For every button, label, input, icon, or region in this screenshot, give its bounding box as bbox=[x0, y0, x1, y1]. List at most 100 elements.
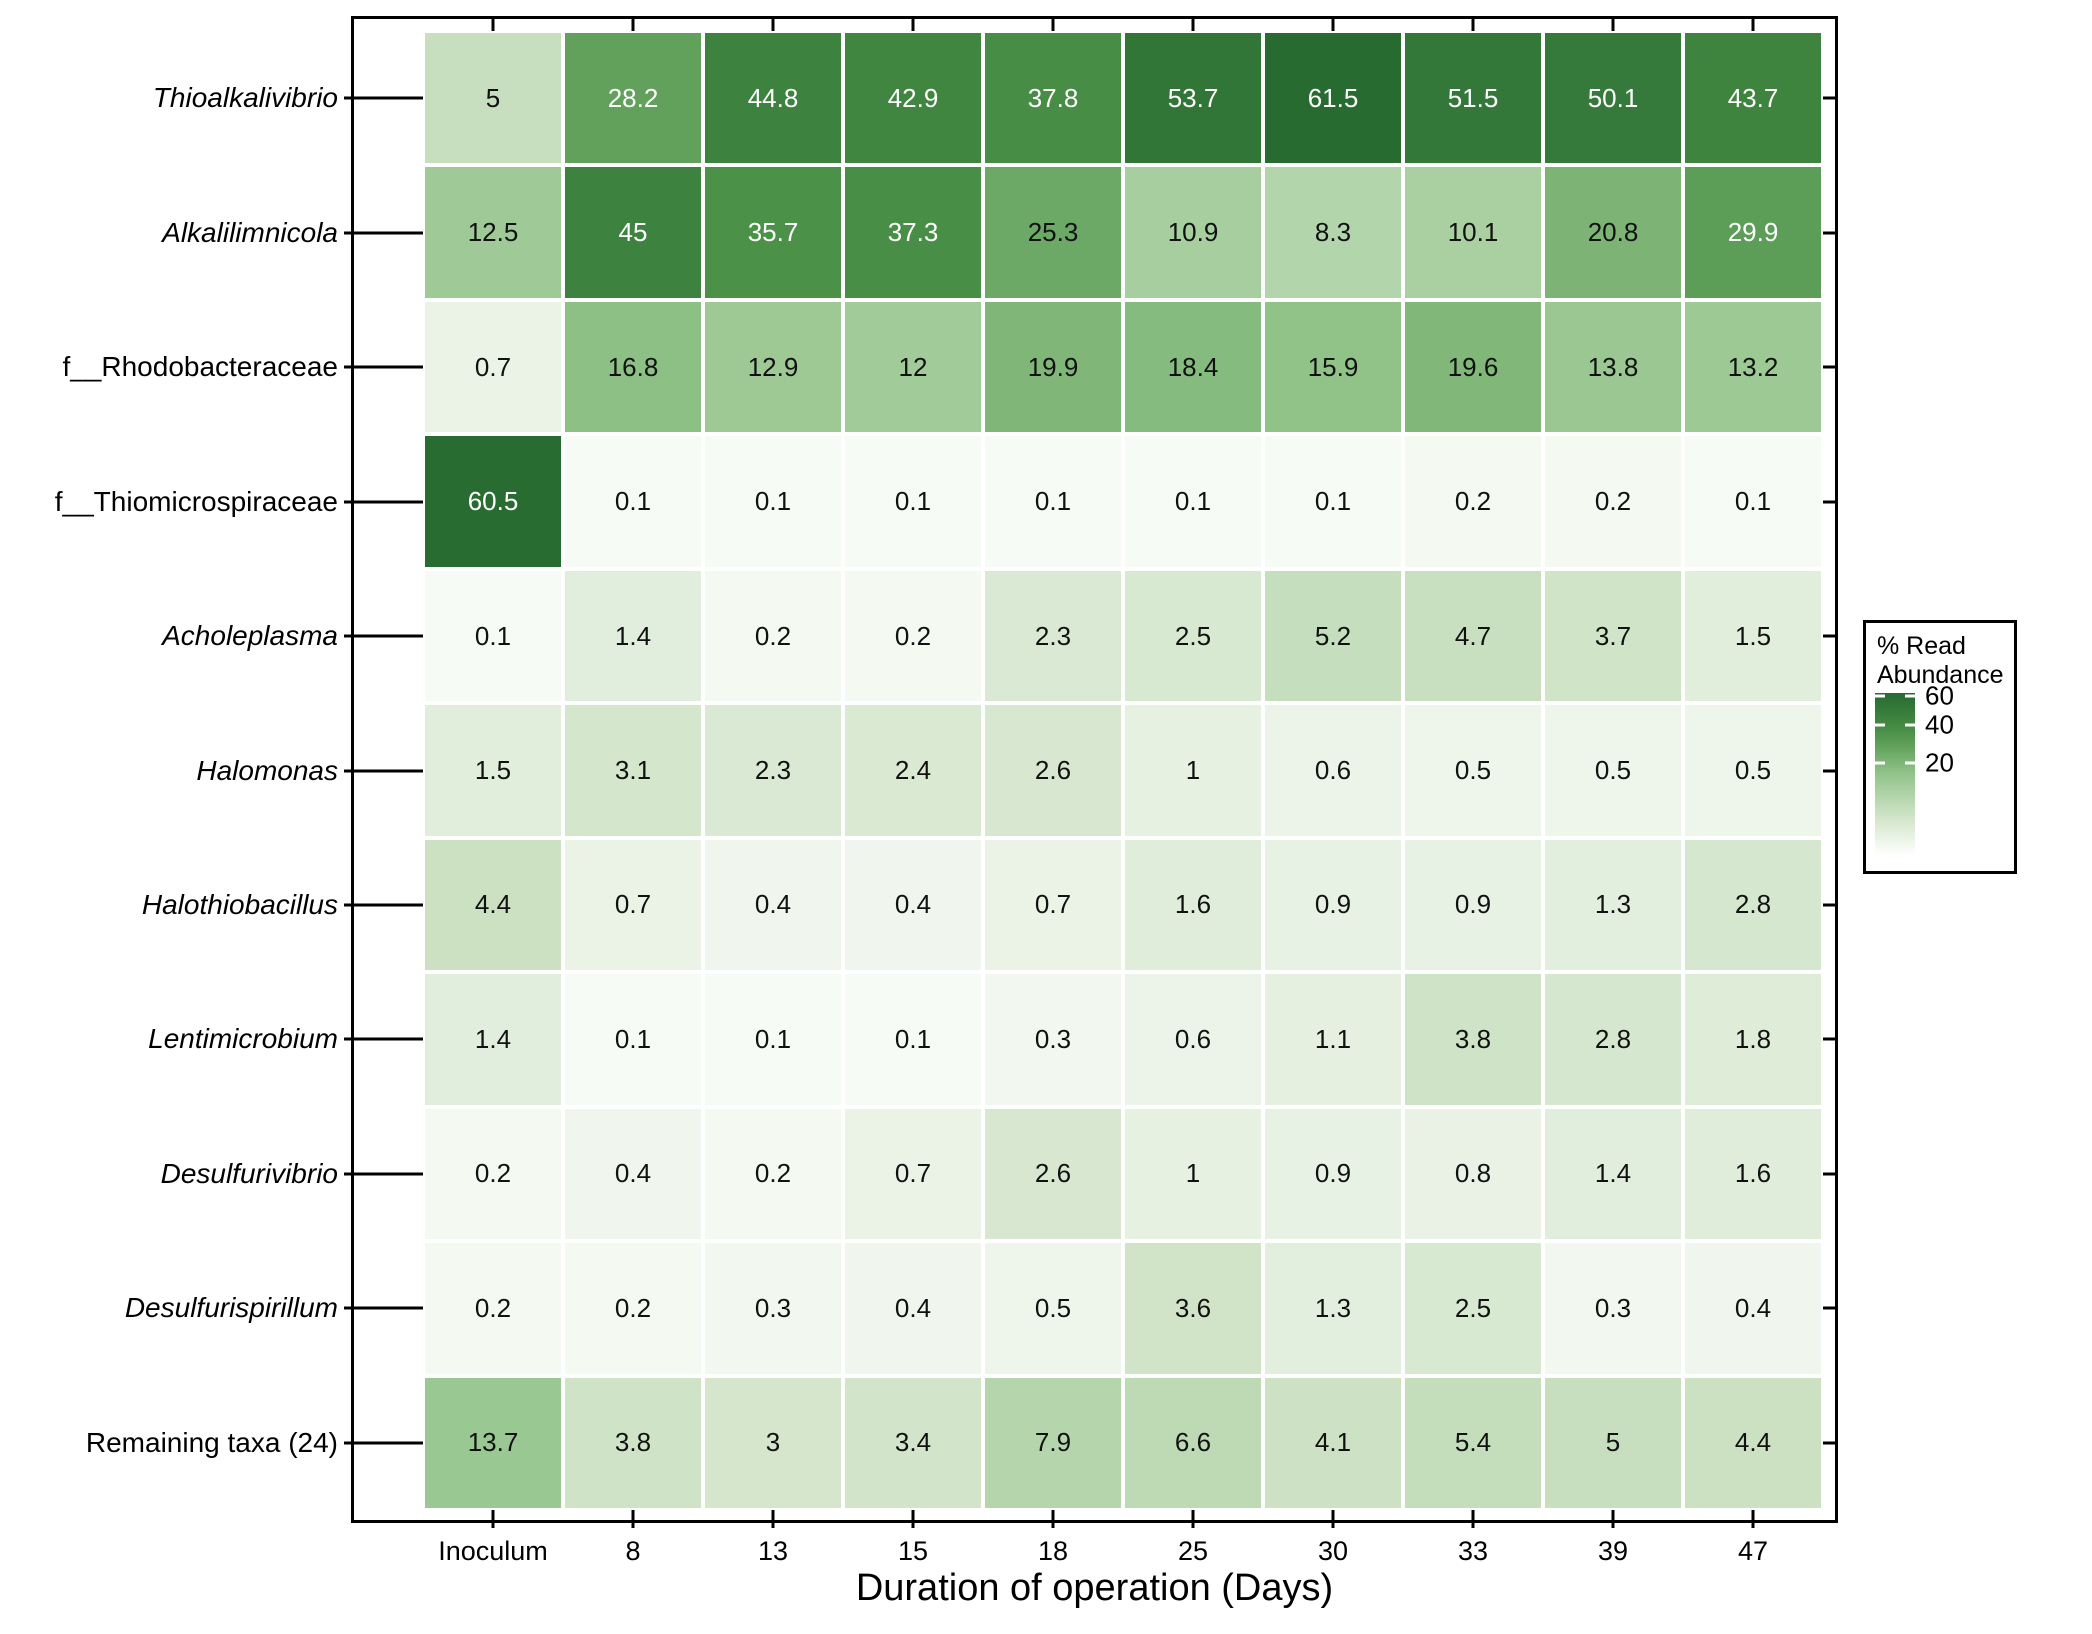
heatmap-cell: 1.3 bbox=[1265, 1243, 1401, 1374]
heatmap-cell: 2.3 bbox=[705, 705, 841, 836]
y-axis-right-tick bbox=[1823, 634, 1838, 638]
heatmap-cell: 0.6 bbox=[1125, 974, 1261, 1105]
heatmap-cell: 1.5 bbox=[425, 705, 561, 836]
heatmap-cell: 0.9 bbox=[1265, 839, 1401, 971]
heatmap-cell: 0.7 bbox=[565, 839, 701, 971]
legend-bar-tick bbox=[1905, 761, 1915, 765]
x-tick-label: 15 bbox=[897, 1536, 929, 1566]
row-leader-line bbox=[344, 1172, 423, 1176]
heatmap-cell: 1.1 bbox=[1265, 974, 1401, 1105]
heatmap-cell: 0.4 bbox=[705, 839, 841, 971]
legend-tick-label: 60 bbox=[1925, 680, 1954, 711]
y-axis-right-tick bbox=[1823, 1306, 1838, 1310]
y-axis-right-tick bbox=[1823, 500, 1838, 504]
heatmap-cell: 5.4 bbox=[1405, 1377, 1541, 1508]
heatmap-cell: 0.4 bbox=[845, 1243, 981, 1374]
y-axis-right-tick bbox=[1823, 1441, 1838, 1445]
heatmap-cell: 0.7 bbox=[425, 301, 561, 433]
heatmap-cell: 0.2 bbox=[1405, 436, 1541, 567]
row-leader-line bbox=[344, 1441, 423, 1445]
legend-bar-tick bbox=[1905, 694, 1915, 698]
row-leader-line bbox=[344, 634, 423, 638]
heatmap-cell: 13.8 bbox=[1545, 301, 1681, 433]
heatmap-cell: 12 bbox=[845, 301, 981, 433]
y-axis-right-tick bbox=[1823, 903, 1838, 907]
x-axis-bottom-tick bbox=[771, 1510, 775, 1528]
heatmap-cell: 15.9 bbox=[1265, 301, 1401, 433]
heatmap-cell: 0.1 bbox=[985, 436, 1121, 567]
heatmap-cell: 0.1 bbox=[1125, 436, 1261, 567]
row-leader-line bbox=[344, 1306, 423, 1310]
heatmap-cell: 3.6 bbox=[1125, 1243, 1261, 1374]
legend-gradient-bar bbox=[1875, 693, 1915, 856]
row-leader-line bbox=[344, 1037, 423, 1041]
x-axis-bottom-tick bbox=[1611, 1510, 1615, 1528]
x-axis-bottom-tick bbox=[1331, 1510, 1335, 1528]
heatmap-cell: 0.5 bbox=[1685, 705, 1821, 836]
heatmap-cell: 0.2 bbox=[705, 570, 841, 702]
heatmap-cell: 2.5 bbox=[1405, 1243, 1541, 1374]
heatmap-cell: 2.6 bbox=[985, 705, 1121, 836]
heatmap-cell: 5 bbox=[1545, 1377, 1681, 1508]
heatmap-cell: 3.7 bbox=[1545, 570, 1681, 702]
x-tick-label: 8 bbox=[625, 1536, 641, 1566]
heatmap-cell: 0.2 bbox=[425, 1108, 561, 1240]
x-tick-label: 30 bbox=[1317, 1536, 1349, 1566]
heatmap-cell: 8.3 bbox=[1265, 167, 1401, 298]
heatmap-cell: 37.3 bbox=[845, 167, 981, 298]
row-label: Desulfurivibrio bbox=[160, 1157, 338, 1189]
heatmap-cell: 0.2 bbox=[845, 570, 981, 702]
heatmap-cell: 2.5 bbox=[1125, 570, 1261, 702]
heatmap-cell: 50.1 bbox=[1545, 33, 1681, 164]
row-label: Thioalkalivibrio bbox=[152, 82, 338, 114]
heatmap-cell: 0.1 bbox=[845, 436, 981, 567]
heatmap-cell: 1 bbox=[1125, 1108, 1261, 1240]
heatmap-cell: 1.5 bbox=[1685, 570, 1821, 702]
x-axis-top-tick bbox=[1051, 17, 1055, 31]
y-axis-right-tick bbox=[1823, 769, 1838, 772]
x-axis-top-tick bbox=[1331, 17, 1335, 31]
x-axis-bottom-tick bbox=[1471, 1510, 1475, 1528]
heatmap-cell: 35.7 bbox=[705, 167, 841, 298]
heatmap-cell: 6.6 bbox=[1125, 1377, 1261, 1508]
heatmap-cell: 0.2 bbox=[565, 1243, 701, 1374]
heatmap-cell: 37.8 bbox=[985, 33, 1121, 164]
heatmap-cell: 0.5 bbox=[1405, 705, 1541, 836]
row-label: Lentimicrobium bbox=[148, 1023, 338, 1055]
x-axis-top-tick bbox=[911, 17, 915, 31]
heatmap-cell: 0.3 bbox=[705, 1243, 841, 1374]
heatmap-cell: 12.9 bbox=[705, 301, 841, 433]
heatmap-cell: 43.7 bbox=[1685, 33, 1821, 164]
row-label: Remaining taxa (24) bbox=[85, 1426, 338, 1458]
y-axis-right-tick bbox=[1823, 96, 1838, 100]
heatmap-cell: 4.7 bbox=[1405, 570, 1541, 702]
legend-bar-tick bbox=[1875, 723, 1885, 727]
heatmap-cell: 0.2 bbox=[705, 1108, 841, 1240]
legend-bar-tick bbox=[1905, 723, 1915, 727]
heatmap-cell: 0.1 bbox=[425, 570, 561, 702]
heatmap-cell: 3.1 bbox=[565, 705, 701, 836]
heatmap-cell: 13.2 bbox=[1685, 301, 1821, 433]
heatmap-cell: 13.7 bbox=[425, 1377, 561, 1508]
x-axis-bottom-tick bbox=[911, 1510, 915, 1528]
y-axis-right-tick bbox=[1823, 365, 1838, 369]
heatmap-cell: 0.2 bbox=[425, 1243, 561, 1374]
heatmap-cell: 10.9 bbox=[1125, 167, 1261, 298]
x-axis-bottom-tick bbox=[1751, 1510, 1755, 1528]
heatmap-cell: 51.5 bbox=[1405, 33, 1541, 164]
legend-bar-tick bbox=[1875, 694, 1885, 698]
heatmap-cell: 20.8 bbox=[1545, 167, 1681, 298]
heatmap-cell: 0.1 bbox=[565, 436, 701, 567]
y-axis-right-tick bbox=[1823, 1172, 1838, 1176]
heatmap-cell: 2.3 bbox=[985, 570, 1121, 702]
heatmap-cell: 0.9 bbox=[1265, 1108, 1401, 1240]
x-axis-top-tick bbox=[771, 17, 775, 31]
heatmap-cell: 0.3 bbox=[985, 974, 1121, 1105]
x-axis-top-tick bbox=[631, 17, 635, 31]
legend: % Read Abundance 60 40 20 bbox=[1863, 620, 2017, 874]
heatmap-cell: 53.7 bbox=[1125, 33, 1261, 164]
x-axis-top-tick bbox=[491, 17, 495, 31]
heatmap-cell: 12.5 bbox=[425, 167, 561, 298]
x-tick-label: 39 bbox=[1597, 1536, 1629, 1566]
